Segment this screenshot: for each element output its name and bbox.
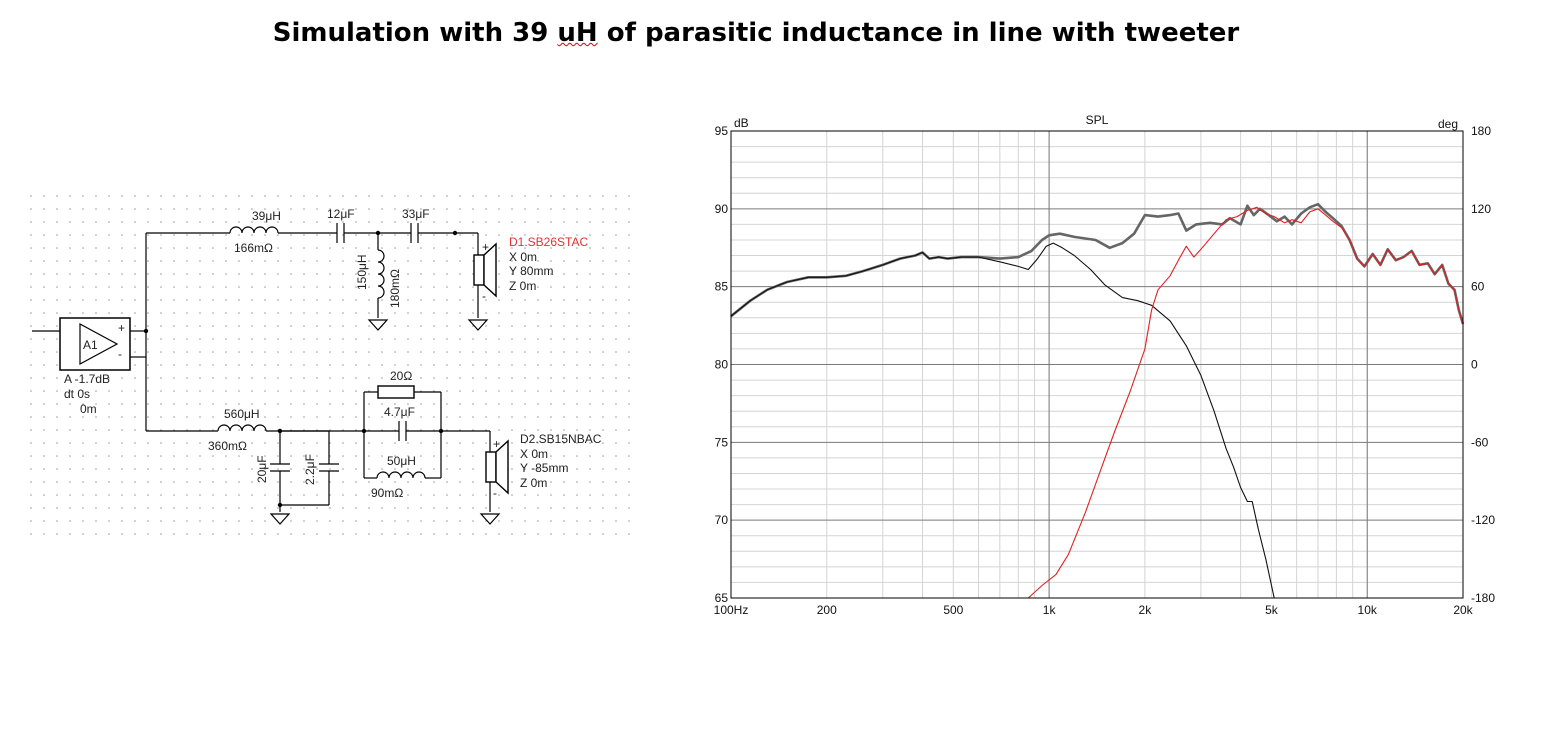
- y-tick-label: 85: [715, 280, 729, 294]
- x-tick-label: 500: [943, 603, 963, 617]
- y-tick-label: 65: [715, 591, 729, 605]
- label-20ohm: 20Ω: [390, 369, 412, 383]
- label-4-7uf: 4.7μF: [384, 405, 415, 419]
- amp-gain: A -1.7dB: [64, 372, 110, 386]
- grid-major: [731, 130, 1463, 599]
- d2-y: Y -85mm: [520, 461, 568, 475]
- d2-z: Z 0m: [520, 476, 547, 490]
- series-line: [730, 202, 1465, 325]
- inductor-39uh[interactable]: [229, 226, 279, 234]
- x-tick-label: 2k: [1139, 603, 1153, 617]
- label-2-2uf: 2.2μF: [303, 454, 317, 485]
- label-560uh: 560μH: [224, 407, 260, 421]
- amp-distance: 0m: [80, 402, 97, 416]
- series-layer: [730, 202, 1465, 599]
- title-suffix: of parasitic inductance in line with twe…: [597, 18, 1240, 48]
- d1-name: D1.SB26STAC: [509, 235, 588, 249]
- speaker-d2-icon[interactable]: [485, 439, 509, 495]
- ground-icon: [467, 319, 489, 331]
- label-12uf: 12μF: [327, 207, 355, 221]
- d1-minus: -: [482, 289, 486, 303]
- y-tick-label: 70: [715, 513, 729, 527]
- y2-tick-label: -60: [1471, 435, 1489, 449]
- d2-minus: -: [493, 486, 497, 500]
- title-prefix: Simulation with 39: [272, 18, 558, 48]
- amp-plus: +: [118, 321, 125, 335]
- x-tick-label: 5k: [1265, 603, 1279, 617]
- label-39uh: 39μH: [252, 209, 281, 223]
- crossover-schematic: A1 + - A -1.7dB dt 0s 0m 39μH 166mΩ 12μF…: [30, 195, 630, 535]
- chart-title: SPL: [1086, 113, 1109, 127]
- amp-name: A1: [83, 338, 98, 352]
- y2-tick-label: 0: [1471, 358, 1478, 372]
- y2-axis-label: deg: [1438, 117, 1458, 131]
- d1-x: X 0m: [509, 250, 537, 264]
- y2-tick-label: -180: [1471, 591, 1495, 605]
- inductor-150uh[interactable]: [377, 249, 385, 299]
- label-20uf: 20μF: [255, 455, 269, 483]
- ground-icon: [367, 319, 389, 331]
- axes-layer: SPL dB deg 100Hz 200 500 1k 2k 5k 10k 20k 95 90 85…: [714, 113, 1496, 617]
- label-90mohm: 90mΩ: [371, 486, 403, 500]
- y-tick-label: 75: [715, 435, 729, 449]
- amp-delay: dt 0s: [64, 387, 90, 401]
- ground-icon: [269, 513, 291, 525]
- x-tick-label: 20k: [1453, 603, 1473, 617]
- x-tick-label: 1k: [1043, 603, 1057, 617]
- label-150uh: 150μH: [355, 254, 369, 290]
- y-tick-label: 90: [715, 202, 729, 216]
- d1-y: Y 80mm: [509, 264, 553, 278]
- plot-frame: [730, 130, 1464, 599]
- label-166mohm: 166mΩ: [234, 241, 273, 255]
- label-360mohm: 360mΩ: [208, 439, 247, 453]
- page-title: Simulation with 39 uH of parasitic induc…: [0, 18, 1512, 48]
- y2-tick-label: 120: [1471, 202, 1491, 216]
- inductor-50uh[interactable]: [376, 471, 426, 479]
- x-tick-label: 200: [817, 603, 837, 617]
- d1-plus: +: [482, 240, 489, 254]
- d2-name: D2.SB15NBAC: [520, 432, 602, 446]
- y2-tick-label: 180: [1471, 124, 1491, 138]
- ground-icon: [479, 513, 501, 525]
- x-tick-label: 10k: [1358, 603, 1378, 617]
- y-tick-label: 95: [715, 124, 729, 138]
- label-33uf: 33μF: [402, 207, 430, 221]
- y-tick-label: 80: [715, 358, 729, 372]
- label-180mohm: 180mΩ: [388, 269, 402, 308]
- y-axis-label: dB: [734, 116, 749, 130]
- d2-x: X 0m: [520, 447, 548, 461]
- x-tick-label: 100Hz: [714, 603, 749, 617]
- title-uh: uH: [557, 18, 598, 48]
- series-line: [730, 242, 1275, 599]
- y2-tick-label: 60: [1471, 280, 1485, 294]
- y2-tick-label: -120: [1471, 513, 1495, 527]
- speaker-d1-icon[interactable]: [473, 242, 497, 298]
- series-line: [1027, 206, 1464, 599]
- label-50uh: 50μH: [387, 454, 416, 468]
- d2-plus: +: [493, 437, 500, 451]
- d1-z: Z 0m: [509, 279, 536, 293]
- amp-minus: -: [118, 347, 122, 361]
- inductor-560uh[interactable]: [217, 424, 267, 432]
